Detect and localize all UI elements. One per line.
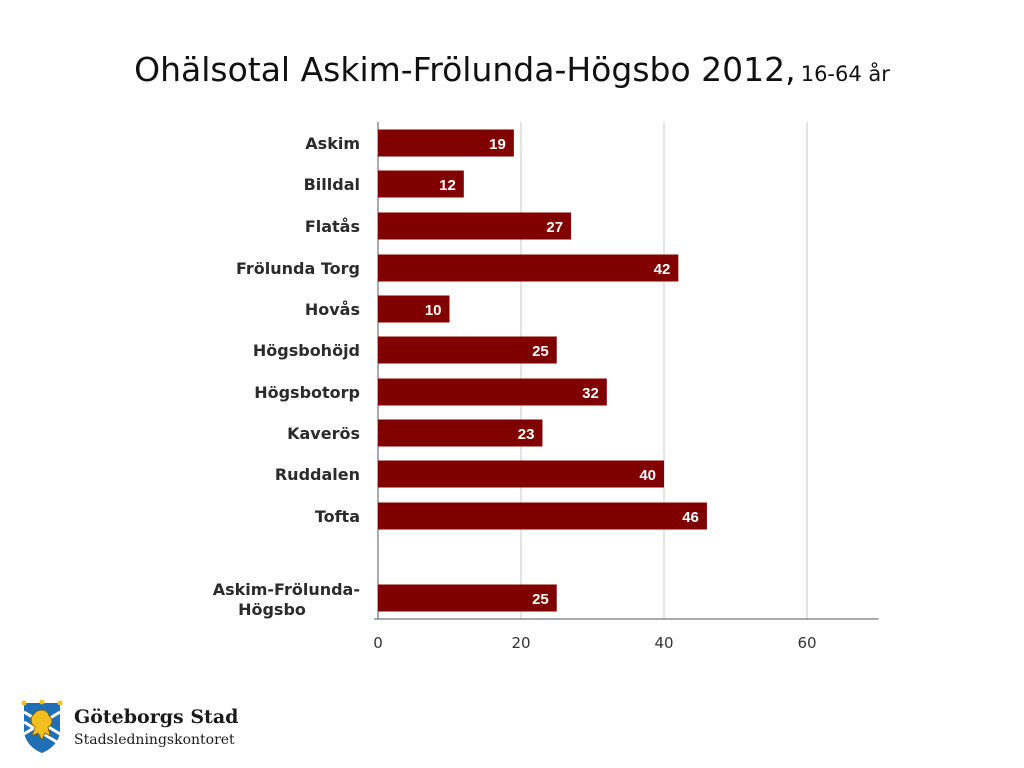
- data-label: 23: [518, 426, 535, 443]
- bar: [378, 129, 514, 157]
- bar: [378, 419, 543, 447]
- data-label: 40: [639, 467, 656, 484]
- data-label: 12: [439, 177, 456, 194]
- category-label: Askim: [305, 134, 360, 153]
- category-label: Högsbohöjd: [253, 341, 360, 360]
- category-label: Askim-Frölunda-Högsbo: [213, 580, 360, 619]
- category-label: Frölunda Torg: [236, 259, 360, 278]
- bar: [378, 254, 679, 282]
- category-label: Ruddalen: [275, 465, 360, 484]
- bar: [378, 460, 664, 488]
- org-name: Göteborgs Stad: [74, 706, 239, 728]
- bar: [378, 295, 450, 323]
- category-label: Kaverös: [287, 424, 360, 443]
- chart-title-sub: 16-64 år: [800, 62, 890, 86]
- department-name: Stadsledningskontoret: [74, 732, 235, 748]
- bar: [378, 378, 607, 406]
- bar: [378, 170, 464, 198]
- data-label: 46: [682, 509, 699, 526]
- bar: [378, 502, 707, 530]
- x-tick-label: 0: [373, 634, 383, 652]
- data-label: 32: [582, 385, 599, 402]
- chart-title-main: Ohälsotal Askim-Frölunda-Högsbo 2012,: [134, 50, 796, 89]
- data-label: 27: [546, 219, 563, 236]
- category-label: Hovås: [305, 300, 360, 319]
- category-label: Tofta: [315, 507, 360, 526]
- x-tick-label: 40: [654, 634, 673, 652]
- x-tick-label: 20: [511, 634, 530, 652]
- chart-title: Ohälsotal Askim-Frölunda-Högsbo 2012, 16…: [0, 50, 1024, 89]
- data-label: 25: [532, 343, 549, 360]
- category-label: Högsbotorp: [254, 383, 360, 402]
- category-label: Billdal: [304, 175, 360, 194]
- data-label: 10: [425, 302, 442, 319]
- data-label: 19: [489, 136, 506, 153]
- x-tick-label: 60: [797, 634, 816, 652]
- data-label: 25: [532, 591, 549, 608]
- bar: [378, 336, 557, 364]
- bar: [378, 212, 572, 240]
- category-label: Flatås: [305, 217, 360, 236]
- goteborg-lion-shield-icon: [21, 700, 63, 753]
- footer-logo: Göteborgs Stad Stadsledningskontoret: [20, 700, 250, 756]
- data-label: 42: [654, 261, 671, 278]
- bar: [378, 584, 557, 612]
